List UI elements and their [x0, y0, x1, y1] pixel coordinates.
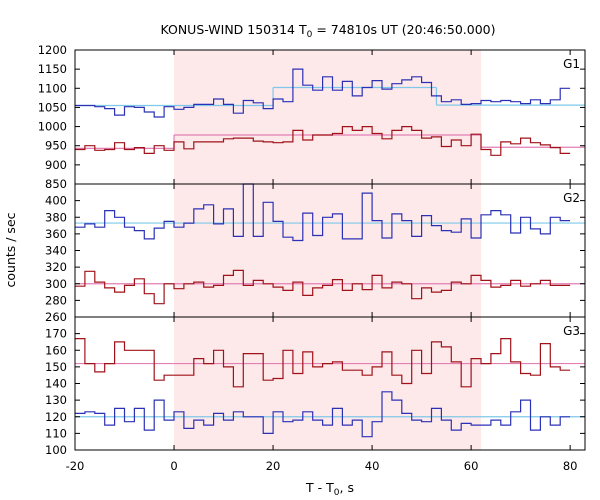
panel-g2-ytick-label: 400: [45, 194, 67, 208]
panel-g1-ytick-label: 1050: [38, 100, 67, 114]
panel-g3-shaded-interval: [174, 317, 482, 450]
panel-g1-ytick-label: 1150: [38, 62, 67, 76]
panel-g3-series-blue: [75, 391, 571, 438]
panel-g1-ytick-label: 950: [45, 139, 67, 153]
panel-g2-ytick-label: 280: [45, 293, 67, 307]
panel-g1-label: G1: [563, 57, 580, 71]
panel-g2-ytick-label: 380: [45, 210, 67, 224]
panel-g2-ytick-label: 360: [45, 227, 67, 241]
xtick-label: 40: [365, 459, 380, 473]
panel-g1-shaded-interval: [174, 50, 482, 184]
chart-title: KONUS-WIND 150314 T0 = 74810s UT (20:46:…: [160, 22, 495, 40]
panel-g2-shaded-interval: [174, 184, 482, 317]
panel-g3-ytick-label: 150: [45, 360, 67, 374]
y-axis-label: counts / sec: [3, 212, 18, 287]
panel-g2-label: G2: [563, 191, 580, 205]
panel-g1-series-blue: [75, 68, 571, 118]
panel-g1-ytick-label: 900: [45, 158, 67, 172]
panel-g3-ytick-label: 100: [45, 443, 67, 457]
panel-g1-ytick-label: 850: [45, 177, 67, 191]
panel-g1-series-red: [75, 126, 571, 156]
panel-g3-ytick-label: 120: [45, 410, 67, 424]
panel-g1-ytick-label: 1200: [38, 43, 67, 57]
panel-g3-series-red: [75, 338, 571, 388]
panel-g3-ytick-label: 170: [45, 327, 67, 341]
panel-g3-label: G3: [563, 324, 580, 338]
panel-g3-ytick-label: 160: [45, 343, 67, 357]
xtick-label: 0: [170, 459, 177, 473]
panel-g3-ytick-label: 140: [45, 377, 67, 391]
xtick-label: 80: [563, 459, 578, 473]
panel-g3-ytick-label: 110: [45, 426, 67, 440]
panel-g1-ytick-label: 1100: [38, 81, 67, 95]
panel-g2-ytick-label: 340: [45, 244, 67, 258]
panel-g2-series-red: [75, 269, 571, 305]
panel-g1-ytick-label: 1000: [38, 120, 67, 134]
xtick-label: 60: [464, 459, 479, 473]
panel-g2-ytick-label: 320: [45, 260, 67, 274]
panel-g3-ytick-label: 130: [45, 393, 67, 407]
x-axis-label: T - T0, s: [305, 480, 354, 498]
xtick-label: -20: [66, 459, 85, 473]
xtick-label: 20: [266, 459, 281, 473]
panel-g2-series-blue: [75, 183, 571, 242]
panel-g2-ytick-label: 300: [45, 277, 67, 291]
panel-g3-frame: [74, 316, 586, 451]
panel-g2-ytick-label: 260: [45, 310, 67, 324]
